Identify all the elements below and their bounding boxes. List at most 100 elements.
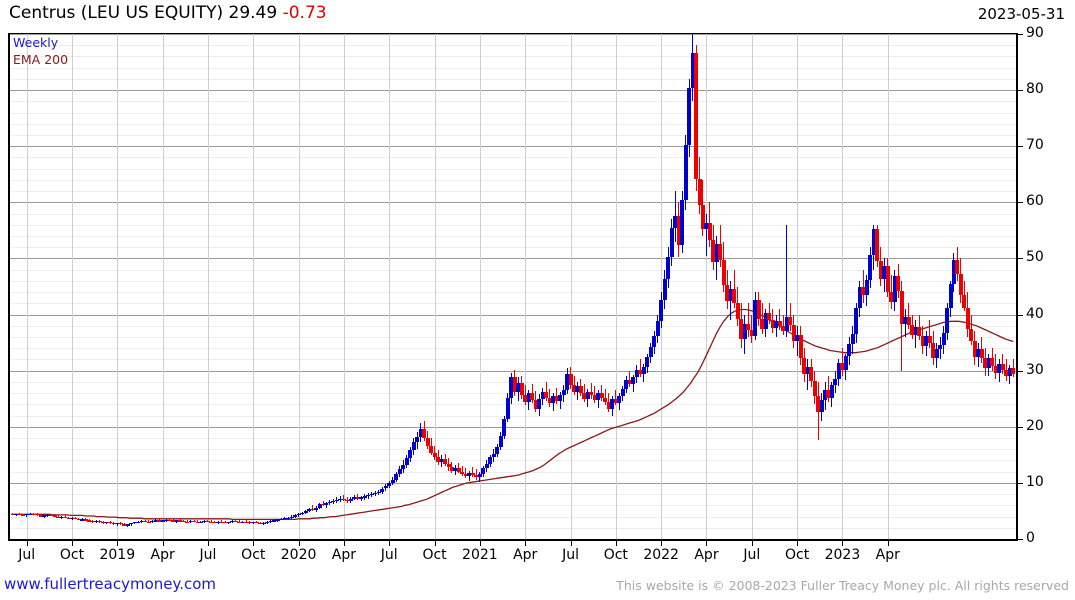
candle-body <box>704 222 709 230</box>
candle-body <box>680 200 685 245</box>
candle-body <box>390 479 395 483</box>
candle-body <box>917 326 922 336</box>
gridline-minor <box>8 180 1018 181</box>
candle-body <box>711 240 716 262</box>
candle-body <box>28 513 33 515</box>
candle-body <box>150 521 155 523</box>
candle-body <box>505 397 510 419</box>
candle-body <box>906 316 911 325</box>
x-axis-label: 2022 <box>643 547 679 563</box>
candle-body <box>275 519 280 521</box>
candle-body <box>341 498 346 500</box>
candle-body <box>101 522 106 524</box>
candle-body <box>826 389 831 398</box>
x-axis-tick <box>72 540 73 546</box>
candle-wick <box>475 469 477 480</box>
candle-body <box>652 335 657 348</box>
candle-body <box>171 520 176 522</box>
gridline-vertical <box>208 33 209 540</box>
candle-body <box>251 522 256 524</box>
candle-wick <box>148 520 150 523</box>
x-axis-tick <box>752 540 753 546</box>
candle-body <box>627 379 632 385</box>
candle-body <box>432 452 437 458</box>
candle-body <box>728 288 733 302</box>
candle-body <box>355 496 360 499</box>
candle-body <box>195 521 200 523</box>
candle-body <box>460 471 465 474</box>
gridline-minor <box>8 337 1018 338</box>
candle-body <box>73 517 78 519</box>
candle-body <box>610 398 615 409</box>
candle-body <box>589 391 594 396</box>
plot-border-bottom <box>8 539 1018 541</box>
candle-body <box>477 473 482 478</box>
candle-body <box>394 473 399 480</box>
candle-body <box>369 494 374 496</box>
candle-body <box>526 393 531 403</box>
candle-body <box>861 286 866 296</box>
candle-wick <box>256 521 258 524</box>
candle-wick <box>590 383 592 399</box>
x-axis-label: Apr <box>875 547 900 563</box>
candle-body <box>516 383 521 392</box>
candle-body <box>638 369 643 375</box>
gridline-major <box>8 202 1018 203</box>
candle-body <box>613 398 618 404</box>
candle-wick <box>779 308 781 331</box>
y-axis-label: 70 <box>1026 137 1044 154</box>
candle-body <box>965 307 970 330</box>
candle-body <box>885 266 890 293</box>
candle-body <box>401 464 406 470</box>
y-axis-tick <box>1018 90 1023 91</box>
candle-wick <box>761 303 763 334</box>
candle-body <box>836 362 841 379</box>
candle-body <box>122 524 127 526</box>
candle-wick <box>312 505 314 511</box>
candle-wick <box>639 359 641 378</box>
candle-wick <box>705 213 707 257</box>
x-axis-label: 2021 <box>462 547 498 563</box>
candle-body <box>850 333 855 344</box>
candle-body <box>840 362 845 370</box>
candle-wick <box>601 385 603 401</box>
candle-wick <box>472 467 474 478</box>
candle-body <box>212 522 217 524</box>
gridline-minor <box>8 124 1018 125</box>
candle-wick <box>346 496 348 503</box>
gridline-minor <box>8 449 1018 450</box>
candle-body <box>436 457 441 462</box>
gridline-major <box>8 315 1018 316</box>
candle-body <box>857 286 862 308</box>
candle-body <box>721 259 726 286</box>
x-axis-label: Jul <box>380 547 398 563</box>
candle-body <box>104 522 109 524</box>
candle-body <box>620 388 625 397</box>
candle-body <box>125 524 130 526</box>
candle-body <box>568 374 573 386</box>
candle-body <box>70 517 74 519</box>
site-url[interactable]: www.fullertreacymoney.com <box>4 575 217 593</box>
x-axis-label: Oct <box>603 547 628 563</box>
candle-wick <box>169 518 171 522</box>
candle-body <box>732 288 737 304</box>
candle-body <box>317 504 322 508</box>
candle-body <box>296 514 301 516</box>
candle-body <box>474 475 479 478</box>
candle-body <box>575 386 580 392</box>
candle-body <box>338 498 343 500</box>
candle-wick <box>465 468 467 479</box>
y-axis-label: 20 <box>1026 417 1044 434</box>
candle-body <box>59 516 64 518</box>
candle-wick <box>549 388 551 407</box>
candle-body <box>962 295 967 308</box>
candle-body <box>795 334 800 342</box>
price-chart[interactable]: Weekly EMA 200 <box>8 33 1018 541</box>
ema-200-line <box>12 308 1014 521</box>
plot-area: Weekly EMA 200 <box>8 33 1018 540</box>
gridline-minor <box>8 214 1018 215</box>
candle-body <box>565 374 570 390</box>
gridline-vertical <box>842 33 843 540</box>
candle-body <box>875 229 880 261</box>
x-axis-label: Jul <box>562 547 579 563</box>
